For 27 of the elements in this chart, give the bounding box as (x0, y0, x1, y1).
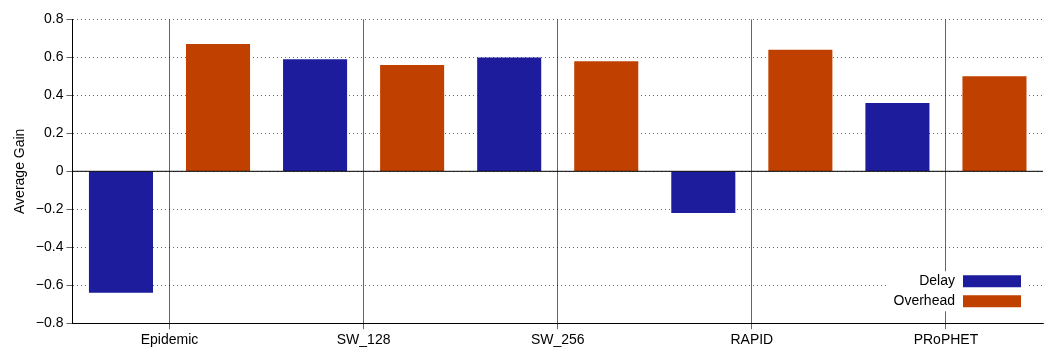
y-tick-label: 0.4 (43, 86, 64, 103)
bar (477, 57, 542, 171)
y-tick-label: −0.4 (35, 238, 64, 255)
bar (283, 59, 348, 171)
x-tick-label: SW_128 (336, 331, 391, 348)
bar (865, 102, 930, 171)
legend-label: Delay (919, 272, 955, 289)
bar (88, 171, 153, 293)
x-tick-label: SW_256 (530, 331, 585, 348)
y-tick-label: −0.2 (35, 200, 64, 217)
x-tick-label: RAPID (730, 331, 774, 348)
y-tick-label: 0.8 (43, 10, 64, 27)
x-tick-label: PRoPHET (913, 331, 979, 348)
bar (574, 61, 639, 171)
bar (768, 49, 833, 171)
y-tick-label: 0.2 (43, 124, 64, 141)
bar (185, 44, 251, 171)
bar (380, 64, 445, 171)
bar (671, 171, 736, 214)
y-tick-label: −0.6 (35, 276, 64, 293)
y-tick-label: −0.8 (35, 314, 64, 331)
legend-label: Overhead (893, 292, 955, 309)
x-tick-label: Epidemic (140, 331, 199, 348)
y-tick-label: 0 (55, 162, 64, 179)
y-tick-label: 0.6 (43, 48, 64, 65)
y-axis-title: Average Gain (11, 128, 28, 214)
bar (962, 76, 1027, 171)
